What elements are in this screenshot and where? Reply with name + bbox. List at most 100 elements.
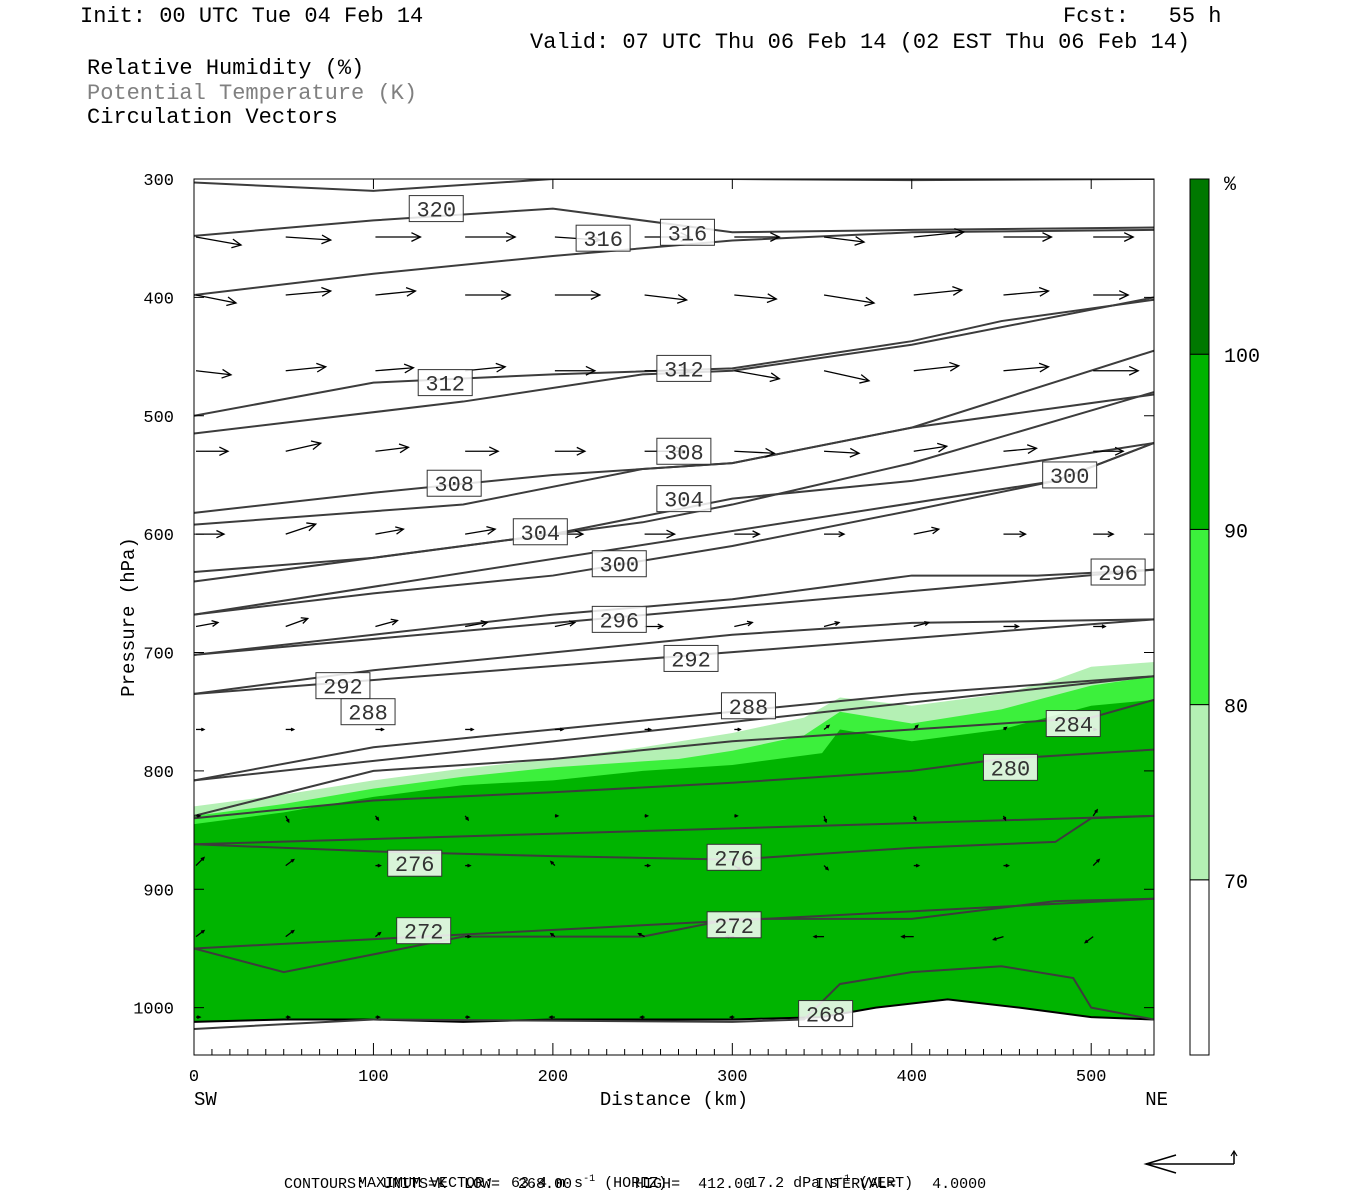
reference-vector-icon: [1143, 1149, 1238, 1174]
y-tick-label-500: 500: [143, 409, 174, 428]
circulation-vector-68: [375, 727, 385, 732]
circulation-vector-12: [285, 286, 333, 297]
legend-vectors: Circulation Vectors: [87, 105, 338, 130]
circulation-vector-62: [823, 620, 841, 628]
circulation-vector-52: [913, 526, 941, 535]
x-tick-label-400: 400: [896, 1068, 927, 1087]
circulation-vector-74: [913, 724, 919, 730]
theta-label-296: 296: [599, 609, 639, 634]
circulation-vector-61: [734, 620, 754, 628]
circulation-vector-15: [554, 290, 602, 300]
theta-contour-316: [194, 207, 1154, 237]
theta-label-316: 316: [583, 228, 623, 253]
x-tick-label-300: 300: [717, 1068, 748, 1087]
circulation-vector-2: [375, 232, 422, 242]
circulation-vector-33: [196, 446, 230, 457]
colorbar-label-80: 80: [1224, 697, 1248, 720]
circulation-vector-36: [465, 446, 500, 457]
theta-label-284: 284: [1053, 714, 1093, 739]
circulation-vector-65: [1093, 624, 1107, 629]
x-tick-label-100: 100: [358, 1068, 389, 1087]
circulation-vector-17: [734, 293, 778, 304]
theta-label-308: 308: [664, 441, 704, 466]
x-tick-label-200: 200: [538, 1068, 569, 1087]
circulation-vector-73: [823, 724, 831, 730]
circulation-vector-69: [465, 727, 475, 732]
theta-label-300: 300: [1050, 465, 1090, 490]
circulation-vector-98: [1092, 858, 1101, 867]
circulation-vector-26: [554, 365, 597, 376]
circulation-vector-28: [734, 370, 781, 383]
y-tick-label-1000: 1000: [133, 1001, 174, 1020]
circulation-vector-84: [823, 815, 828, 824]
circulation-vector-10: [1093, 232, 1135, 242]
circulation-vector-80: [464, 815, 470, 822]
theta-label-276: 276: [714, 847, 754, 872]
max-vector-vert-value: 17.2 dPa s: [748, 1175, 839, 1192]
circulation-vector-101: [375, 931, 382, 938]
theta-contour-288: [194, 675, 1154, 782]
circulation-vector-96: [913, 863, 921, 868]
circulation-vector-97: [1003, 863, 1010, 868]
circulation-vector-100: [285, 929, 295, 938]
theta-label-288: 288: [729, 696, 769, 721]
theta-label-312: 312: [664, 358, 704, 383]
colorbar-swatch-90: [1189, 353, 1210, 530]
endpoint-left-label: SW: [194, 1089, 217, 1111]
theta-label-292: 292: [671, 648, 711, 673]
circulation-vector-56: [285, 617, 310, 628]
y-axis-label: Pressure (hPa): [118, 537, 140, 697]
theta-label-296: 296: [1098, 562, 1138, 587]
circulation-vector-14: [465, 290, 512, 300]
theta-label-304: 304: [521, 522, 561, 547]
theta-label-box-272: [706, 911, 762, 939]
circulation-vector-111: [285, 1015, 292, 1020]
circulation-vector-57: [375, 618, 399, 628]
circulation-vector-114: [548, 1015, 555, 1020]
y-tick-label-400: 400: [143, 290, 174, 309]
max-vector-horiz-tag: (HORIZ): [604, 1175, 668, 1192]
theta-label-box-316: [659, 218, 715, 246]
circulation-vector-72: [734, 727, 742, 732]
circulation-vector-8: [913, 227, 966, 238]
init-time: Init: 00 UTC Tue 04 Feb 14: [80, 4, 424, 29]
circulation-vector-66: [196, 727, 206, 732]
circulation-vector-3: [465, 232, 517, 242]
circulation-vector-16: [644, 294, 689, 304]
colorbar-swatch-60: [1189, 879, 1210, 1056]
circulation-vector-41: [913, 442, 949, 453]
circulation-vector-85: [912, 815, 917, 822]
circulation-vector-22: [195, 368, 233, 379]
circulation-vector-51: [824, 530, 846, 538]
circulation-vector-53: [1003, 530, 1027, 538]
theta-label-320: 320: [416, 199, 456, 224]
theta-label-272: 272: [404, 921, 444, 946]
theta-label-312: 312: [425, 373, 465, 398]
theta-label-272: 272: [714, 915, 754, 940]
circulation-vector-70: [554, 727, 565, 732]
circulation-vector-7: [823, 236, 866, 246]
theta-label-292: 292: [323, 676, 363, 701]
circulation-vector-109: [1084, 936, 1094, 944]
circulation-vector-24: [375, 363, 415, 374]
theta-label-268: 268: [806, 1004, 846, 1029]
theta-label-box-308: [426, 469, 482, 497]
theta-label-box-268: [798, 1000, 854, 1028]
valid-time: Valid: 07 UTC Thu 06 Feb 14 (02 EST Thu …: [530, 30, 1191, 55]
circulation-vector-82: [644, 813, 650, 818]
circulation-vector-67: [285, 727, 296, 732]
circulation-vector-115: [639, 1015, 645, 1020]
theta-label-276: 276: [395, 853, 435, 878]
circulation-vector-32: [1093, 365, 1140, 376]
circulation-vector-30: [913, 361, 961, 372]
circulation-vector-31: [1003, 362, 1050, 373]
circulation-vector-11: [195, 294, 238, 307]
circulation-vector-43: [1093, 446, 1125, 456]
circulation-vector-39: [734, 447, 776, 458]
theta-label-box-316: [575, 224, 631, 252]
theta-contour-320: [194, 179, 1154, 192]
circulation-vector-6: [734, 232, 781, 242]
circulation-vector-60: [644, 623, 665, 630]
max-vector-note: MAXIMUM VECTOR: 63.4 m s-1 (HORIZ) 17.2 …: [340, 1157, 913, 1192]
